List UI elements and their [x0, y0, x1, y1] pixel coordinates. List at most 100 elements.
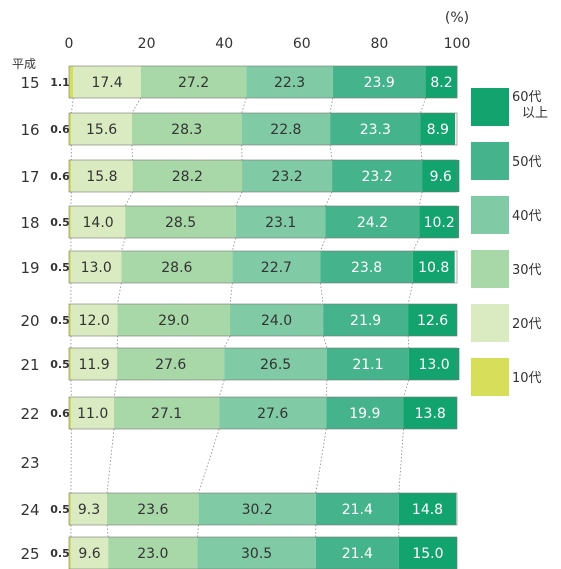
data-label: 23.9 — [364, 75, 395, 91]
bar-segment — [69, 537, 71, 569]
year-label: 22 — [20, 405, 39, 423]
bar-segment — [422, 160, 460, 192]
connector-line — [198, 428, 220, 494]
data-label: 28.5 — [165, 215, 196, 231]
legend-item: 40代 — [471, 196, 542, 234]
legend-swatch — [471, 142, 509, 180]
data-label: 24.0 — [261, 313, 292, 329]
legend-item: 30代 — [471, 250, 542, 288]
bar-segment — [326, 397, 404, 429]
bar-outline — [68, 396, 458, 430]
data-label: 9.6 — [78, 546, 100, 562]
data-label: 23.0 — [137, 546, 168, 562]
connector-line — [325, 379, 328, 398]
bar-segment — [419, 206, 459, 238]
bar-segment — [117, 304, 231, 336]
bar-segment — [69, 304, 71, 336]
data-label: 28.6 — [161, 260, 192, 276]
connector-line — [398, 428, 404, 494]
data-label: 9.3 — [78, 502, 100, 518]
data-label: 0.6 — [50, 123, 70, 136]
connector-line — [407, 335, 410, 349]
bar-segment — [140, 66, 247, 98]
data-label: 19.9 — [349, 406, 380, 422]
data-label: 0.6 — [50, 407, 70, 420]
bar-segment — [73, 66, 141, 98]
bar-row: 15 1.1 17.4 27.2 22.3 23.9 8.2 — [20, 65, 458, 99]
bar-row: 17 0.6 15.8 28.2 23.2 23.2 9.6 — [20, 159, 460, 193]
data-label: 28.3 — [171, 122, 202, 138]
connector-line — [325, 191, 333, 207]
data-label: 23.2 — [361, 169, 392, 185]
data-label: 27.6 — [257, 406, 288, 422]
year-label: 21 — [20, 356, 39, 374]
data-label: 21.1 — [352, 357, 383, 373]
data-label: 0.5 — [50, 503, 70, 516]
bar-segment — [69, 66, 74, 98]
data-label: 11.0 — [77, 406, 108, 422]
legend-label: 60代以上 — [512, 90, 548, 121]
year-label: 24 — [20, 501, 39, 519]
connector-line — [407, 282, 414, 305]
connector-line — [124, 191, 133, 207]
bar-segment — [315, 537, 399, 569]
legend-label: 10代 — [512, 371, 542, 386]
data-label: 22.7 — [261, 260, 292, 276]
connector-line — [420, 97, 426, 114]
bar-segment — [131, 113, 242, 145]
bar-segment — [230, 304, 324, 336]
data-label: 27.6 — [155, 357, 186, 373]
bar-row: 19 0.5 13.0 28.6 22.7 23.8 10.8 — [20, 250, 458, 284]
bar-segment — [70, 493, 108, 525]
x-tick-label: 0 — [65, 36, 74, 52]
bar-segment — [71, 397, 115, 429]
bar-segment — [70, 537, 109, 569]
connector-line — [218, 379, 225, 398]
connector-line — [117, 282, 122, 305]
bar-row: 24 0.5 9.3 23.6 30.2 21.4 14.8 — [20, 492, 458, 526]
bar-outline — [68, 205, 458, 239]
data-label: 1.1 — [50, 76, 70, 89]
data-label: 0.5 — [50, 261, 70, 274]
connector-lines — [70, 97, 426, 538]
legend-item: 20代 — [471, 304, 542, 342]
bar-segment — [332, 66, 426, 98]
year-label: 18 — [20, 214, 39, 232]
data-label: 27.2 — [178, 75, 209, 91]
connector-line — [113, 379, 118, 398]
bar-segment — [125, 206, 236, 238]
bar-segment — [327, 348, 409, 380]
bar-segment — [71, 160, 133, 192]
bar-row: 20 0.5 12.0 29.0 24.0 21.9 12.6 — [20, 303, 458, 337]
bar-segment — [70, 251, 122, 283]
x-tick-label: 100 — [444, 36, 471, 52]
bar-segment — [246, 66, 333, 98]
unit-label: (%) — [445, 10, 469, 26]
connector-line — [320, 237, 326, 252]
data-label: 22.3 — [274, 75, 305, 91]
data-label: 10.2 — [424, 215, 455, 231]
connector-line — [70, 97, 74, 114]
bar-segment — [69, 251, 71, 283]
connector-line — [403, 379, 410, 398]
bar-segment — [323, 304, 409, 336]
bar-segment — [241, 113, 331, 145]
data-label: 14.8 — [412, 502, 443, 518]
connector-line — [231, 237, 237, 252]
data-label: 26.5 — [260, 357, 291, 373]
connector-line — [131, 97, 142, 114]
bar-outline — [68, 112, 458, 146]
data-label: 10.8 — [418, 260, 449, 276]
data-label: 27.1 — [151, 406, 182, 422]
year-label: 15 — [20, 74, 39, 92]
legend-item: 50代 — [471, 142, 542, 180]
bar-segment — [320, 251, 413, 283]
data-label: 23.6 — [137, 502, 168, 518]
connector-line — [131, 144, 134, 161]
data-label: 15.8 — [86, 169, 117, 185]
connector-line — [106, 524, 109, 538]
bar-outline — [68, 536, 458, 569]
bar-segment — [69, 397, 72, 429]
connector-line — [329, 97, 334, 114]
